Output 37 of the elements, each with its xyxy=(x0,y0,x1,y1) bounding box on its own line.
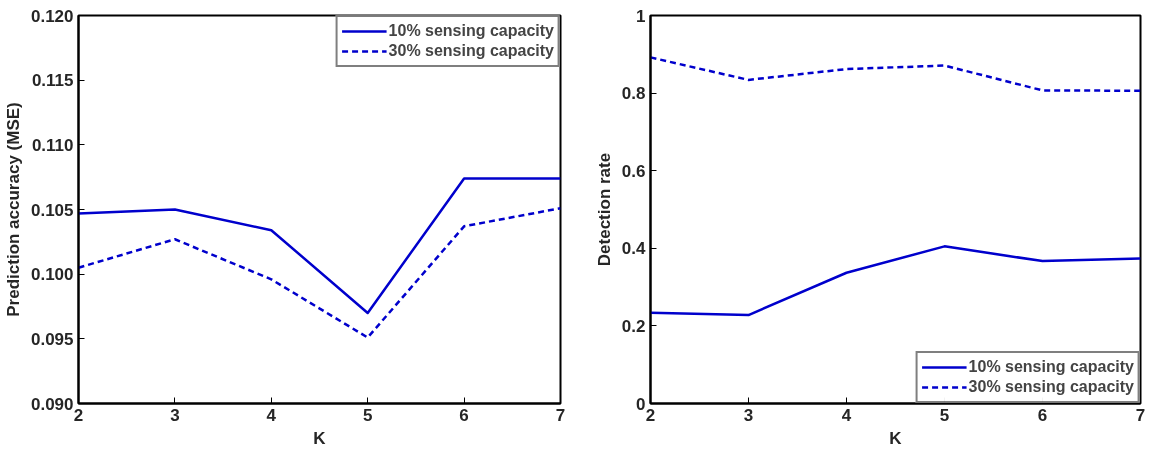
y-tick-label: 0.090 xyxy=(30,394,74,414)
legend-label: 10% sensing capacity xyxy=(388,22,554,40)
legend-label: 30% sensing capacity xyxy=(388,42,554,60)
x-tick-label: 3 xyxy=(743,405,754,425)
x-tick-label: 7 xyxy=(555,405,566,425)
line-series xyxy=(78,177,561,315)
y-tick-label: 0.100 xyxy=(30,265,74,285)
y-tick-label: 1 xyxy=(636,6,646,26)
x-tick-label: 4 xyxy=(266,405,277,425)
y-tick-label: 0.105 xyxy=(30,200,74,220)
x-tick-label: 6 xyxy=(459,405,469,425)
y-tick-label: 0.095 xyxy=(30,329,74,349)
y-tick-label: 0.110 xyxy=(31,135,74,155)
y-tick-label: 0.115 xyxy=(31,71,74,91)
x-axis-title: K xyxy=(889,428,903,448)
x-tick-label: 4 xyxy=(841,405,852,425)
x-tick-label: 6 xyxy=(1037,405,1048,425)
x-axis-title: K xyxy=(313,428,327,448)
x-tick-label: 2 xyxy=(73,405,84,425)
y-tick-label: 0 xyxy=(636,394,646,414)
y-axis-title: Detection rate xyxy=(594,152,614,267)
x-tick-label: 2 xyxy=(645,405,656,425)
y-tick-label: 0.4 xyxy=(621,239,647,259)
line-series xyxy=(650,245,1141,317)
x-tick-label: 5 xyxy=(939,405,950,425)
legend-label: 10% sensing capacity xyxy=(968,358,1134,376)
line-series xyxy=(78,206,561,339)
line-series xyxy=(650,56,1141,93)
y-tick-label: 0.6 xyxy=(621,161,646,181)
x-tick-label: 7 xyxy=(1135,405,1146,425)
y-tick-label: 0.120 xyxy=(30,6,74,26)
x-tick-label: 5 xyxy=(362,405,373,425)
y-tick-label: 0.2 xyxy=(621,316,646,336)
x-tick-label: 3 xyxy=(170,405,180,425)
y-axis-title: Prediction accuracy (MSE) xyxy=(3,102,23,317)
legend-label: 30% sensing capacity xyxy=(968,378,1134,396)
y-tick-label: 0.8 xyxy=(621,84,646,104)
